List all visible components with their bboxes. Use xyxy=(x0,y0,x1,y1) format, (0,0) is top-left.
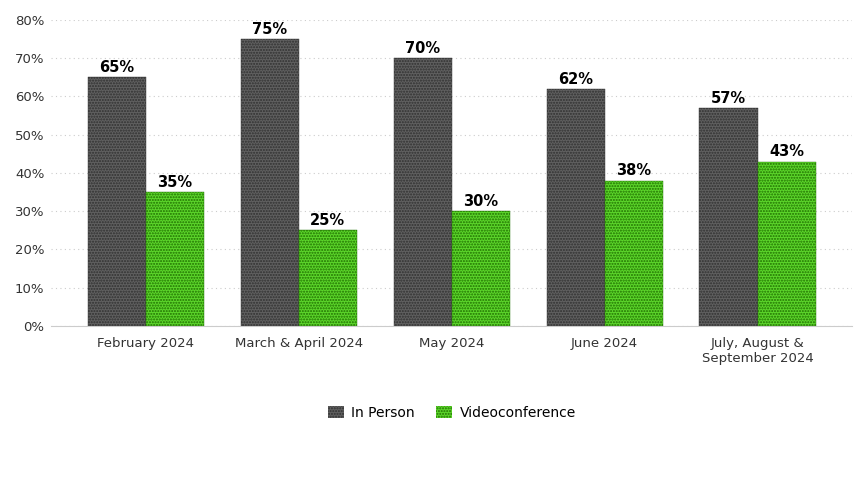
Bar xyxy=(241,39,299,326)
Bar xyxy=(299,231,357,326)
Bar xyxy=(452,211,510,326)
Text: 62%: 62% xyxy=(558,72,593,86)
Legend: In Person, Videoconference: In Person, Videoconference xyxy=(323,400,581,425)
Bar xyxy=(88,78,146,326)
Bar xyxy=(146,192,204,326)
Text: 70%: 70% xyxy=(405,41,440,56)
Text: 57%: 57% xyxy=(711,90,746,106)
Bar xyxy=(758,162,816,326)
Text: 43%: 43% xyxy=(769,144,804,159)
Bar xyxy=(546,89,604,326)
Text: 65%: 65% xyxy=(100,60,134,75)
Text: 35%: 35% xyxy=(158,175,192,190)
Bar xyxy=(700,108,758,326)
Text: 25%: 25% xyxy=(310,213,345,228)
Text: 75%: 75% xyxy=(252,22,287,37)
Bar xyxy=(604,180,662,326)
Text: 30%: 30% xyxy=(463,194,499,209)
Text: 38%: 38% xyxy=(616,164,651,178)
Bar xyxy=(394,58,452,326)
